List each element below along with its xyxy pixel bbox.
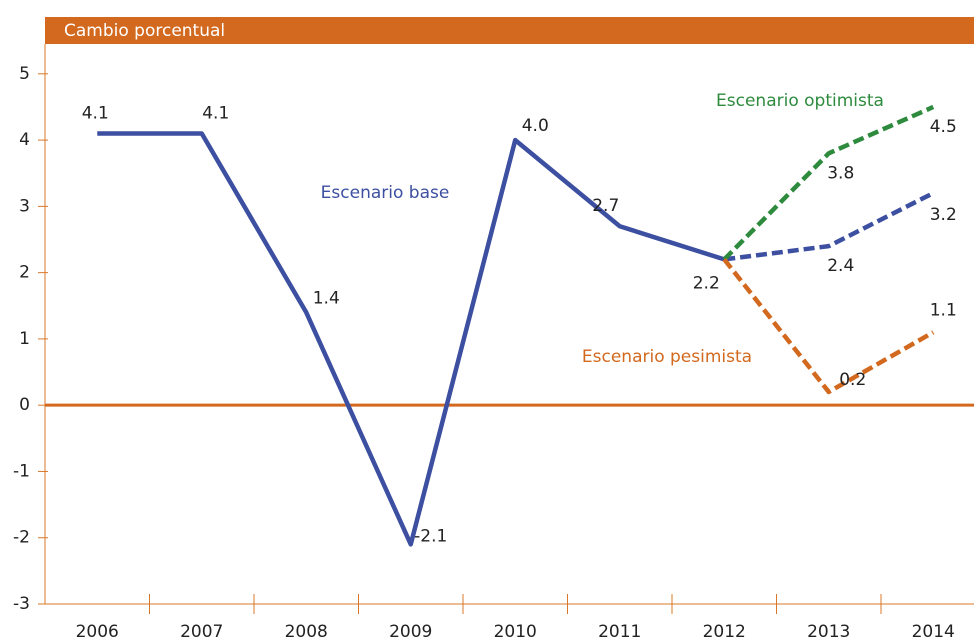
x-tick-label: 2014 <box>912 622 955 642</box>
y-tick-label: 4 <box>19 130 30 150</box>
x-tick-label: 2007 <box>180 622 223 642</box>
y-tick-label: 5 <box>19 64 30 84</box>
x-tick-label: 2009 <box>389 622 432 642</box>
series-line <box>722 104 935 261</box>
data-label: 3.2 <box>930 205 957 225</box>
y-tick-label: -1 <box>13 461 30 481</box>
y-tick-label: 0 <box>19 395 30 415</box>
data-label: 4.1 <box>202 103 229 123</box>
series-line <box>97 131 725 547</box>
data-label: -2.1 <box>414 526 447 546</box>
series-label: Escenario optimista <box>716 91 884 111</box>
data-label: 0.2 <box>839 370 866 390</box>
y-tick-label: -3 <box>13 594 30 614</box>
y-tick-label: -2 <box>13 528 30 548</box>
x-tick-label: 2012 <box>703 622 746 642</box>
data-label: 1.4 <box>313 288 340 308</box>
data-label: 1.1 <box>930 300 957 320</box>
series-label: Escenario base <box>321 183 450 203</box>
series-label: Escenario pesimista <box>582 347 752 367</box>
x-tick-label: 2011 <box>598 622 641 642</box>
x-tick-label: 2008 <box>285 622 328 642</box>
chart-title: Cambio porcentual <box>64 21 225 41</box>
y-tick-label: 3 <box>19 196 30 216</box>
x-tick-label: 2013 <box>807 622 850 642</box>
header-band <box>45 17 974 44</box>
data-label: 4.1 <box>82 103 109 123</box>
data-label: 2.7 <box>592 196 619 216</box>
series-line <box>723 191 935 262</box>
series-line <box>722 257 935 395</box>
data-label: 3.8 <box>827 163 854 183</box>
data-label: 2.2 <box>693 273 720 293</box>
x-tick-label: 2006 <box>76 622 119 642</box>
x-tick-label: 2010 <box>494 622 537 642</box>
data-label: 2.4 <box>827 256 854 276</box>
y-tick-label: 2 <box>19 263 30 283</box>
data-label: 4.5 <box>930 117 957 137</box>
data-label: 4.0 <box>522 116 549 136</box>
y-tick-label: 1 <box>19 329 30 349</box>
